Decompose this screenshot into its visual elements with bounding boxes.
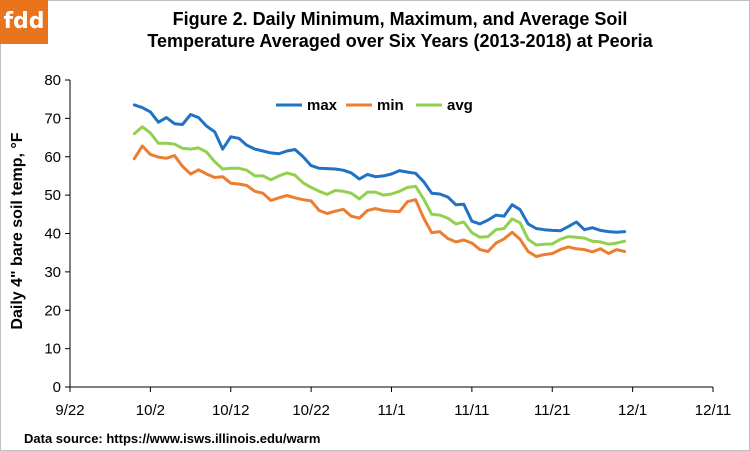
y-tick-label: 10 xyxy=(44,341,61,358)
series-lines xyxy=(132,103,627,258)
y-tick-label: 30 xyxy=(44,264,61,281)
y-tick-label: 0 xyxy=(53,379,61,396)
y-tick-label: 40 xyxy=(44,226,61,243)
y-tick-label: 70 xyxy=(44,110,61,127)
x-tick-label: 12/1 xyxy=(618,402,647,419)
x-tick-label: 12/11 xyxy=(695,402,731,419)
x-tick-label: 10/12 xyxy=(212,402,250,419)
legend-label-min: min xyxy=(377,97,404,114)
legend: max min avg xyxy=(276,97,473,114)
y-tick-label: 60 xyxy=(44,149,61,166)
series-line-min xyxy=(132,144,627,258)
y-tick-label: 50 xyxy=(44,187,61,204)
data-source-note: Data source: https://www.isws.illinois.e… xyxy=(24,431,321,446)
x-tick-label: 11/21 xyxy=(534,402,570,419)
chart-title: Figure 2. Daily Minimum, Maximum, and Av… xyxy=(60,8,740,52)
y-tick-label: 80 xyxy=(44,72,61,89)
x-tick-label: 10/22 xyxy=(292,402,330,419)
x-tick-label: 11/11 xyxy=(454,402,489,419)
fdd-logo: fdd xyxy=(0,0,48,44)
legend-label-max: max xyxy=(307,97,338,114)
chart-title-line-2: Temperature Averaged over Six Years (201… xyxy=(147,31,653,51)
x-tick-label: 9/22 xyxy=(55,402,84,419)
chart-title-line-1: Figure 2. Daily Minimum, Maximum, and Av… xyxy=(172,9,628,29)
series-line-max xyxy=(132,103,627,234)
y-axis-ticks: 0 10 20 30 40 50 60 70 80 xyxy=(44,72,70,396)
y-axis-label: Daily 4" bare soil temp, °F xyxy=(9,132,26,329)
y-tick-label: 20 xyxy=(44,302,61,319)
x-axis-ticks: 9/22 10/2 10/12 10/22 11/1 11/11 11/21 12/1 12/1… xyxy=(55,387,731,419)
series-line-avg xyxy=(132,125,627,247)
legend-label-avg: avg xyxy=(447,97,473,114)
x-tick-label: 10/2 xyxy=(136,402,165,419)
x-tick-label: 11/1 xyxy=(377,402,405,419)
